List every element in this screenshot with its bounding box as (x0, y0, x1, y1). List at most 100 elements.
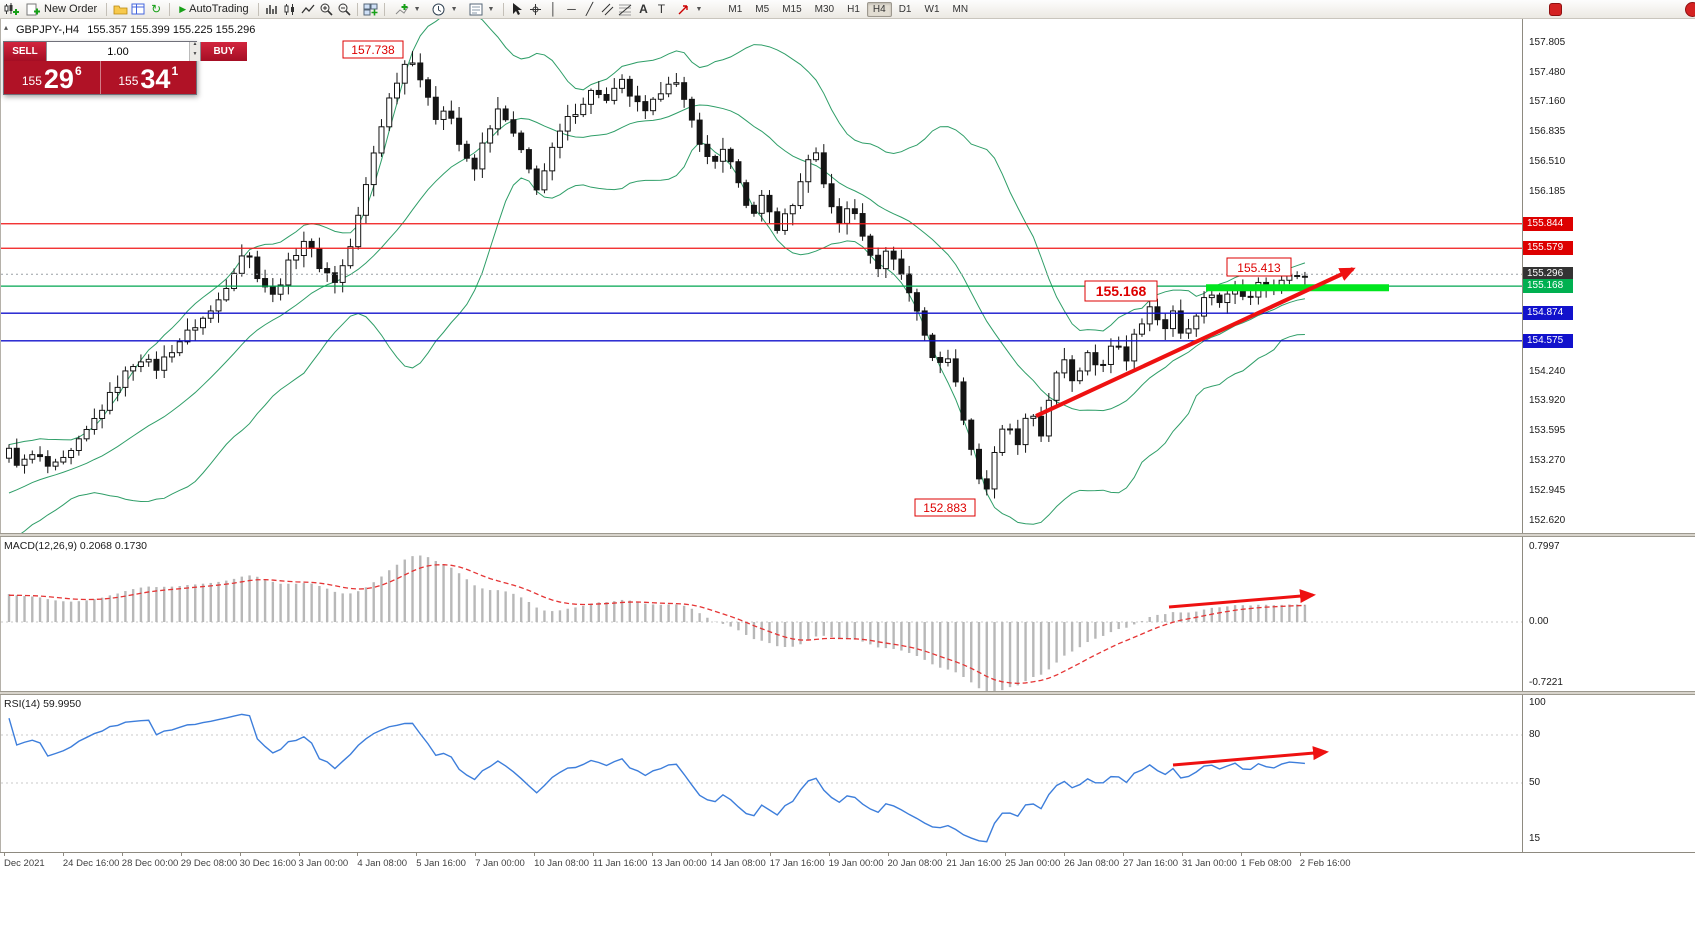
one-click-collapse-icon[interactable]: ▴ (4, 23, 9, 32)
separator (383, 2, 385, 16)
toolbar-red-icon[interactable] (1549, 2, 1562, 16)
channel-tool-icon[interactable] (599, 2, 615, 17)
timeframe-d1[interactable]: D1 (898, 3, 912, 15)
arrows-tool-button[interactable]: ▼ (671, 1, 706, 18)
horizontal-line-tool-icon[interactable]: ─ (567, 2, 576, 16)
timeframe-h1[interactable]: H1 (847, 3, 860, 15)
panel-splitter[interactable] (0, 533, 1695, 537)
time-axis[interactable]: Dec 2021 24 Dec 16:00 28 Dec 00:00 29 Dec 0… (0, 852, 1695, 872)
timeframe-m1[interactable]: M1 (728, 3, 743, 15)
price-chart-canvas[interactable]: 157.738 152.883 155.168 155.413 (1, 19, 1523, 533)
time-tick (534, 853, 536, 856)
text-tool-icon[interactable]: A (639, 2, 648, 16)
time-tick (1005, 853, 1007, 856)
bid-price[interactable]: 155 29 6 (4, 61, 101, 94)
periods-button[interactable]: ▼ (427, 1, 462, 18)
timeframe-m30[interactable]: M30 (814, 3, 835, 15)
price-axis-label: 153.270 (1529, 455, 1566, 467)
price-annotation-text: 155.413 (1237, 261, 1281, 275)
sell-button[interactable]: SELL (4, 42, 46, 61)
price-annotation-box[interactable] (342, 40, 404, 59)
vertical-line-tool-icon[interactable]: │ (549, 2, 558, 16)
time-axis-label: 21 Jan 16:00 (946, 858, 1002, 869)
chevron-down-icon: ▼ (450, 5, 458, 13)
label-tool-icon[interactable]: T (657, 2, 666, 16)
data-window-icon[interactable] (130, 2, 146, 17)
fibonacci-tool-icon[interactable] (617, 2, 633, 17)
cursor-icon[interactable] (509, 2, 525, 17)
zoom-out-icon[interactable] (336, 2, 352, 17)
profiles-icon[interactable] (112, 2, 128, 17)
macd-canvas[interactable] (1, 537, 1523, 691)
refresh-icon[interactable]: ↻ (151, 2, 162, 16)
play-icon: ▶ (179, 3, 187, 14)
symbol-name: GBPJPY-,H4 (16, 24, 80, 36)
timeframe-m5[interactable]: M5 (755, 3, 770, 15)
rsi-canvas[interactable] (1, 695, 1523, 852)
time-axis-label: 31 Jan 00:00 (1182, 858, 1237, 869)
quote-prices-row: 155 29 6 155 34 1 (4, 61, 196, 94)
timeframe-h4[interactable]: H4 (866, 1, 892, 17)
bar-chart-icon[interactable] (264, 2, 280, 17)
tile-windows-icon[interactable] (363, 2, 379, 17)
templates-button[interactable]: ▼ (464, 1, 499, 18)
time-tick (298, 853, 300, 856)
chevron-down-icon: ▼ (695, 5, 703, 13)
price-annotation-box[interactable] (1084, 280, 1158, 302)
macd-scale-label: -0.7221 (1529, 677, 1563, 688)
spinner-up-icon[interactable]: ▲ (190, 42, 200, 52)
price-axis-label: 153.595 (1529, 425, 1566, 437)
ask-big: 34 (140, 64, 171, 94)
price-tag: 155.579 (1523, 241, 1573, 256)
volume-spinner: ▲ ▼ (189, 42, 200, 61)
rsi-label: RSI(14) 59.9950 (4, 698, 82, 710)
indicators-button[interactable]: ▼ (390, 1, 425, 18)
macd-panel: MACD(12,26,9) 0.2068 0.1730 (0, 537, 1523, 691)
corner-red-icon[interactable] (1685, 2, 1695, 17)
bollinger-upper (8, 19, 1306, 446)
price-annotation-box[interactable] (914, 498, 976, 517)
time-axis-label: 4 Jan 08:00 (357, 858, 408, 869)
spinner-down-icon[interactable]: ▼ (190, 51, 200, 61)
new-order-button[interactable]: New Order (21, 1, 101, 18)
timeframe-w1[interactable]: W1 (924, 3, 940, 15)
time-axis-label: 7 Jan 00:00 (475, 858, 525, 869)
buy-button[interactable]: BUY (201, 42, 247, 61)
crosshair-icon[interactable] (527, 2, 543, 17)
timeframe-mn[interactable]: MN (952, 3, 969, 15)
trend-arrow[interactable] (1035, 267, 1356, 418)
price-tag: 155.168 (1523, 279, 1573, 294)
timeframe-m15[interactable]: M15 (782, 3, 802, 15)
time-axis-label: 19 Jan 00:00 (828, 858, 884, 869)
price-tag: 154.575 (1523, 333, 1573, 348)
macd-signal-line (8, 564, 1305, 685)
time-tick (946, 853, 948, 856)
rsi-panel: RSI(14) 59.9950 (0, 695, 1523, 852)
time-tick (593, 853, 594, 856)
line-chart-icon[interactable] (300, 2, 316, 17)
time-axis-label: Dec 2021 (4, 858, 45, 869)
ask-price[interactable]: 155 34 1 (100, 61, 196, 94)
price-scale[interactable]: 157.805 157.480 157.160 156.835 156.510 156.1… (1522, 19, 1695, 852)
autotrading-button[interactable]: ▶ AutoTrading (175, 1, 252, 18)
new-chart-icon[interactable] (3, 2, 19, 17)
trend-arrow[interactable] (1168, 589, 1316, 609)
zoom-in-icon[interactable] (318, 2, 334, 17)
trendline-tool-icon[interactable]: ╱ (585, 2, 594, 16)
candlestick-chart-icon[interactable] (282, 2, 298, 17)
price-axis-label: 156.510 (1529, 156, 1566, 168)
trend-arrow[interactable] (1172, 746, 1329, 767)
time-tick (1240, 853, 1242, 856)
one-click-trading-panel: SELL ▲ ▼ BUY 155 29 6 155 34 1 (3, 41, 247, 95)
time-tick (1123, 853, 1125, 856)
time-axis-label: 2 Feb 16:00 (1299, 858, 1351, 869)
volume-input[interactable] (47, 42, 189, 61)
time-tick (769, 853, 771, 856)
volume-control: ▲ ▼ (46, 42, 201, 61)
price-annotation-box[interactable] (1226, 257, 1292, 277)
panel-splitter[interactable] (0, 691, 1695, 695)
bid-big: 29 (43, 64, 74, 94)
separator (257, 2, 259, 16)
price-tag: 155.296 (1523, 267, 1573, 282)
time-axis-label: 24 Dec 16:00 (62, 858, 120, 869)
